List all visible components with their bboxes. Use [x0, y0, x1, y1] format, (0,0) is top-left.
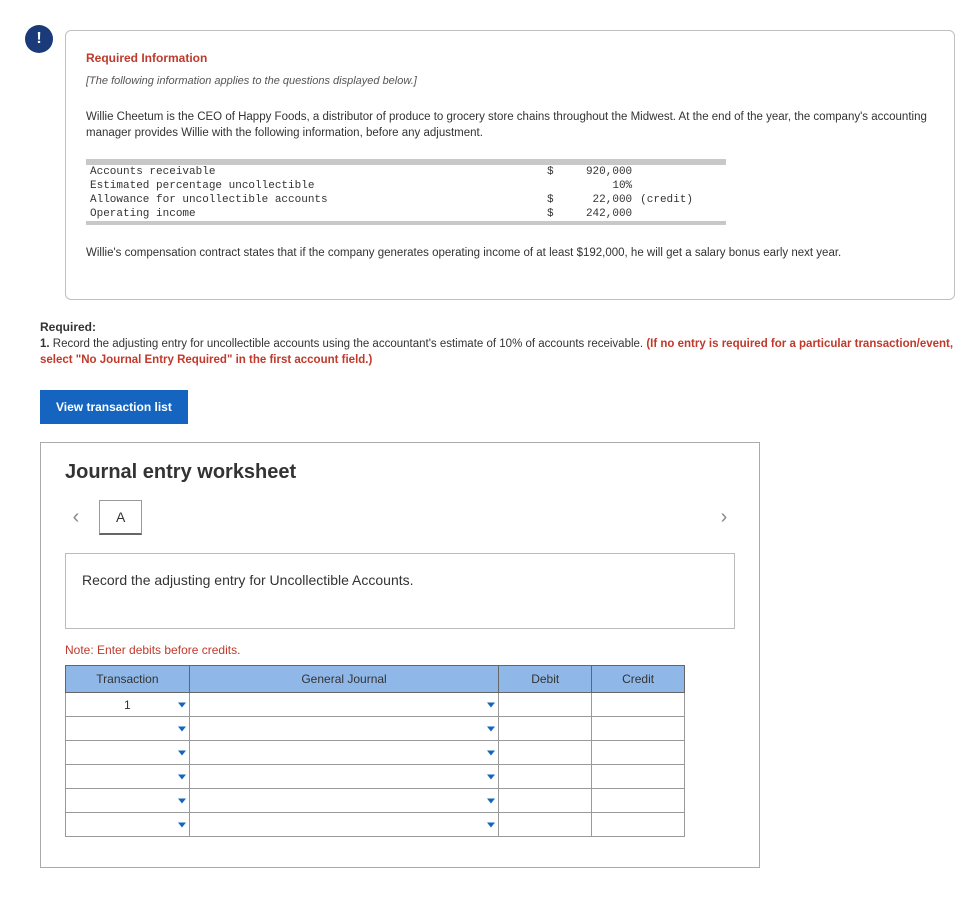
acct-label: Operating income — [86, 207, 535, 221]
accounts-table: Accounts receivable$920,000Estimated per… — [86, 159, 726, 225]
required-item-prefix: 1. — [40, 338, 53, 350]
acct-note — [636, 165, 726, 179]
worksheet-title: Journal entry worksheet — [65, 461, 735, 484]
col-header-credit: Credit — [592, 666, 685, 693]
general-journal-cell[interactable] — [189, 765, 499, 789]
worksheet-nav: ‹ A › — [65, 500, 735, 535]
journal-entry-table: Transaction General Journal Debit Credit… — [65, 665, 685, 837]
view-transaction-list-button[interactable]: View transaction list — [40, 390, 188, 424]
table-row — [66, 789, 685, 813]
info-badge-icon: ! — [25, 25, 53, 53]
table-row — [66, 741, 685, 765]
instruction-box: Record the adjusting entry for Uncollect… — [65, 553, 735, 629]
general-journal-cell[interactable] — [189, 741, 499, 765]
table-row — [66, 765, 685, 789]
debit-cell[interactable] — [499, 765, 592, 789]
general-journal-cell[interactable] — [189, 693, 499, 717]
journal-entry-worksheet: Journal entry worksheet ‹ A › Record the… — [40, 442, 760, 868]
table-row — [66, 717, 685, 741]
accounts-row: Accounts receivable$920,000 — [86, 165, 726, 179]
transaction-cell[interactable] — [66, 741, 190, 765]
tab-a[interactable]: A — [99, 500, 142, 535]
accounts-row: Estimated percentage uncollectible 10% — [86, 179, 726, 193]
transaction-cell[interactable] — [66, 813, 190, 837]
acct-currency: $ — [535, 207, 557, 221]
general-journal-cell[interactable] — [189, 717, 499, 741]
acct-label: Allowance for uncollectible accounts — [86, 193, 535, 207]
table-row — [66, 813, 685, 837]
credit-cell[interactable] — [592, 789, 685, 813]
acct-note — [636, 207, 726, 221]
acct-currency: $ — [535, 193, 557, 207]
scenario-paragraph-1: Willie Cheetum is the CEO of Happy Foods… — [86, 109, 934, 141]
general-journal-cell[interactable] — [189, 813, 499, 837]
acct-currency — [535, 179, 557, 193]
col-header-debit: Debit — [499, 666, 592, 693]
note-text: Note: Enter debits before credits. — [65, 643, 735, 657]
transaction-cell[interactable] — [66, 789, 190, 813]
credit-cell[interactable] — [592, 717, 685, 741]
credit-cell[interactable] — [592, 765, 685, 789]
acct-label: Accounts receivable — [86, 165, 535, 179]
debit-cell[interactable] — [499, 789, 592, 813]
debit-cell[interactable] — [499, 717, 592, 741]
acct-value: 10% — [558, 179, 637, 193]
acct-currency: $ — [535, 165, 557, 179]
accounts-row: Operating income$242,000 — [86, 207, 726, 221]
required-item-text: Record the adjusting entry for uncollect… — [53, 338, 647, 350]
accounts-row: Allowance for uncollectible accounts$22,… — [86, 193, 726, 207]
transaction-cell[interactable]: 1 — [66, 693, 190, 717]
acct-note — [636, 179, 726, 193]
debit-cell[interactable] — [499, 693, 592, 717]
acct-value: 920,000 — [558, 165, 637, 179]
chevron-right-icon[interactable]: › — [713, 506, 735, 529]
required-item-1: 1. Record the adjusting entry for uncoll… — [40, 336, 955, 368]
required-section: Required: 1. Record the adjusting entry … — [40, 320, 955, 368]
col-header-general-journal: General Journal — [189, 666, 499, 693]
transaction-cell[interactable] — [66, 717, 190, 741]
required-info-title: Required Information — [86, 51, 934, 65]
general-journal-cell[interactable] — [189, 789, 499, 813]
scenario-paragraph-2: Willie's compensation contract states th… — [86, 245, 934, 261]
acct-label: Estimated percentage uncollectible — [86, 179, 535, 193]
debit-cell[interactable] — [499, 741, 592, 765]
transaction-cell[interactable] — [66, 765, 190, 789]
acct-value: 242,000 — [558, 207, 637, 221]
credit-cell[interactable] — [592, 693, 685, 717]
chevron-left-icon[interactable]: ‹ — [65, 506, 87, 529]
debit-cell[interactable] — [499, 813, 592, 837]
required-label: Required: — [40, 320, 955, 334]
acct-note: (credit) — [636, 193, 726, 207]
required-info-subtitle: [The following information applies to th… — [86, 75, 934, 87]
table-row: 1 — [66, 693, 685, 717]
acct-value: 22,000 — [558, 193, 637, 207]
col-header-transaction: Transaction — [66, 666, 190, 693]
credit-cell[interactable] — [592, 741, 685, 765]
credit-cell[interactable] — [592, 813, 685, 837]
required-information-box: Required Information [The following info… — [65, 30, 955, 300]
